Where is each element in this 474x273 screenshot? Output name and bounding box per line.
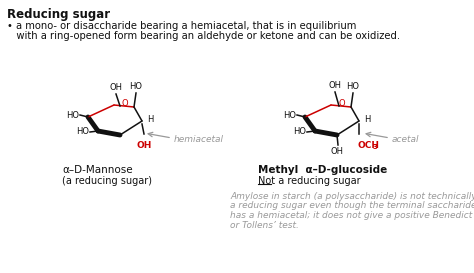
Text: Amylose in starch (a polysaccharide) is not technically: Amylose in starch (a polysaccharide) is … [230,192,474,201]
Text: 3: 3 [373,144,378,150]
Text: has a hemiacetal; it does not give a positive Benedict: has a hemiacetal; it does not give a pos… [230,211,472,220]
Text: HO: HO [129,82,143,91]
Text: or Tollens’ test.: or Tollens’ test. [230,221,299,230]
Text: HO: HO [293,127,306,136]
Text: acetal: acetal [392,135,419,144]
Text: Methyl  α–D-glucoside: Methyl α–D-glucoside [258,165,387,175]
Text: O: O [122,99,128,108]
Text: H: H [147,115,154,124]
Text: OH: OH [330,147,344,156]
Text: HO: HO [346,82,359,91]
Text: OH: OH [109,83,122,92]
Text: hemiacetal: hemiacetal [174,135,224,144]
Text: H: H [364,115,370,124]
Text: with a ring-opened form bearing an aldehyde or ketone and can be oxidized.: with a ring-opened form bearing an aldeh… [7,31,400,41]
Text: a reducing sugar even though the terminal saccharide: a reducing sugar even though the termina… [230,201,474,210]
Text: HO: HO [76,127,89,136]
Text: Reducing sugar: Reducing sugar [7,8,110,21]
Text: Not a reducing sugar: Not a reducing sugar [258,176,361,186]
Text: OH: OH [328,81,341,90]
Text: O: O [339,99,346,108]
Text: OCH: OCH [358,141,380,150]
Text: HO: HO [66,111,79,120]
Text: OH: OH [137,141,152,150]
Text: (a reducing sugar): (a reducing sugar) [62,176,152,186]
Text: • a mono- or disaccharide bearing a hemiacetal, that is in equilibrium: • a mono- or disaccharide bearing a hemi… [7,21,356,31]
Text: α–D-Mannose: α–D-Mannose [62,165,133,175]
Text: HO: HO [283,111,296,120]
